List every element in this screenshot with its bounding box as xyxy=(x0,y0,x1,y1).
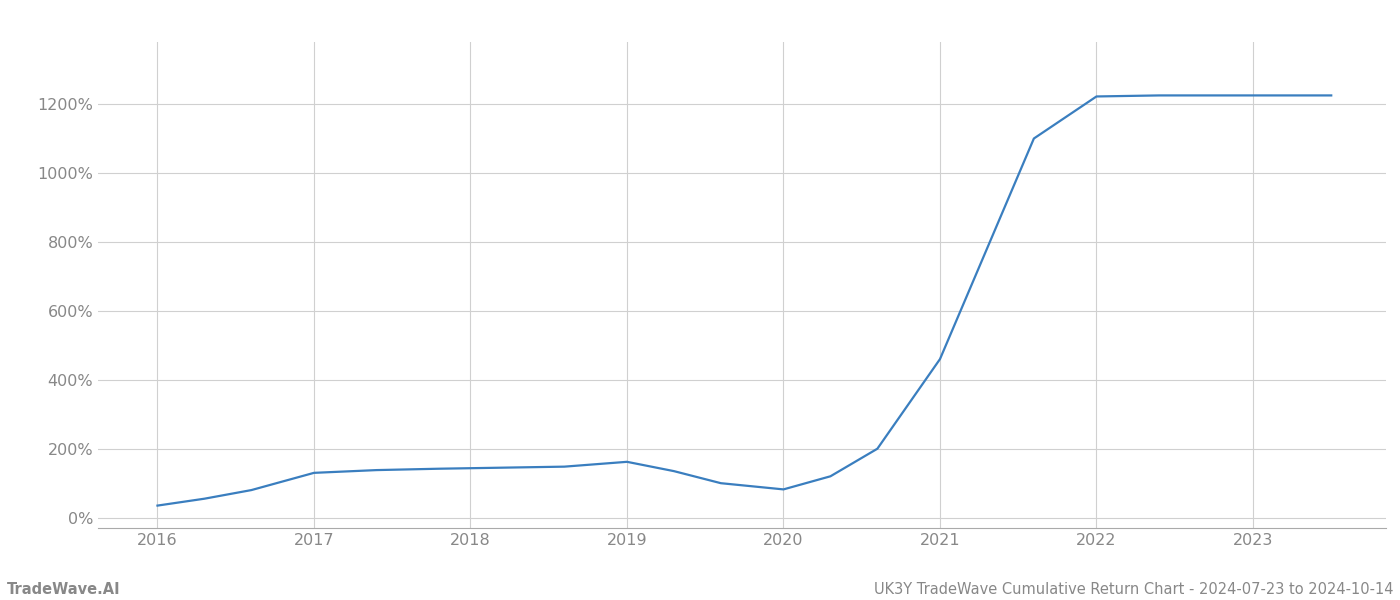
Text: UK3Y TradeWave Cumulative Return Chart - 2024-07-23 to 2024-10-14: UK3Y TradeWave Cumulative Return Chart -… xyxy=(874,582,1393,597)
Text: TradeWave.AI: TradeWave.AI xyxy=(7,582,120,597)
